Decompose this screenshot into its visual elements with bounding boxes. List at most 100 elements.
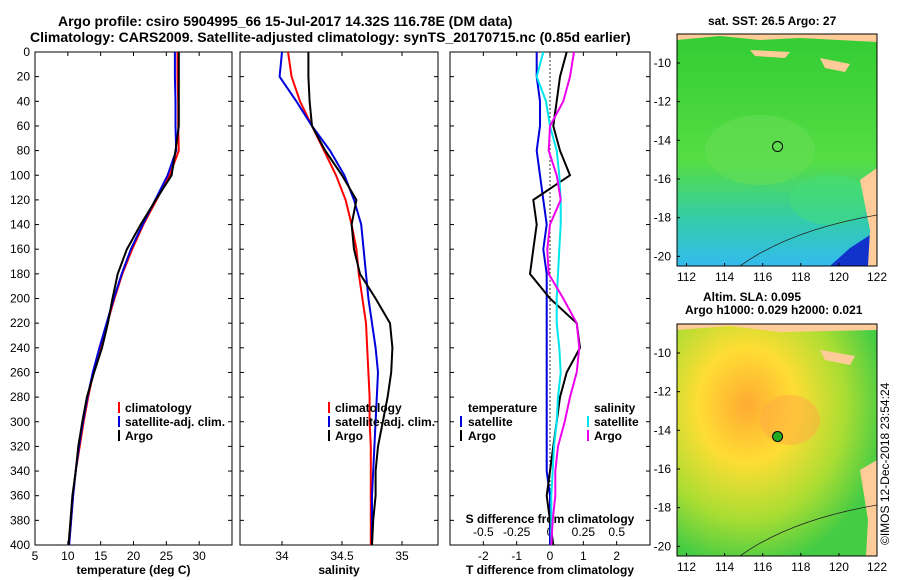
salinity-legend-swatch	[587, 416, 589, 427]
sla-map-subtitle: Argo h1000: 0.029 h2000: 0.021	[685, 303, 863, 317]
salinity-series-argo	[307, 52, 394, 546]
salinity-legend-label: climatology	[335, 401, 402, 415]
temperature-series-climatology	[68, 52, 180, 546]
difference-xlabel: T difference from climatology	[466, 563, 634, 577]
temperature-legend-label: Argo	[125, 429, 153, 443]
difference-xtick-label: -2	[478, 549, 489, 563]
sst-map-ytick-label: -14	[654, 133, 672, 147]
sst-map-xtick-label: 112	[677, 270, 696, 284]
sla-map-argo-marker	[772, 431, 784, 443]
difference-series-s-argo	[546, 51, 581, 546]
sla-map-title: Altim. SLA: 0.095	[703, 290, 802, 304]
sst-map-xtick-label: 118	[791, 270, 810, 284]
sst-map-ytick-label: -18	[654, 211, 672, 225]
credit-timestamp: ©IMOS 12-Dec-2018 23:54:24	[878, 382, 892, 545]
salinity-series-climatology	[287, 51, 372, 545]
depth-tick-label: 0	[23, 45, 30, 59]
depth-tick-label: 340	[10, 464, 30, 478]
salinity-legend-label: Argo	[335, 429, 363, 443]
depth-tick-label: 100	[10, 168, 30, 182]
chart-title-line2: Climatology: CARS2009. Satellite-adjuste…	[30, 29, 631, 45]
depth-tick-label: 380	[10, 513, 30, 527]
depth-tick-label: 60	[17, 119, 31, 133]
difference-xtick-label: 0	[547, 549, 554, 563]
sst-map-argo-marker	[772, 141, 784, 153]
salinity-legend-swatch	[328, 402, 330, 413]
sst-map-xtick-label: 122	[867, 270, 887, 284]
difference-series-s-satellite	[535, 51, 562, 545]
salinity-xtick-label: 34.5	[330, 549, 354, 563]
difference-xtick-label: 2	[613, 549, 620, 563]
depth-tick-label: 320	[10, 439, 30, 453]
salinity-legend-label: satellite-adj. clim.	[335, 415, 435, 429]
sla-map-xtick-label: 120	[829, 560, 849, 574]
salinity-plot-frame	[239, 51, 439, 546]
temperature-plot-frame	[34, 51, 233, 546]
sla-map-ytick-label: -10	[654, 346, 672, 360]
difference-series-t-satellite	[535, 52, 551, 545]
salinity-series-satellite-adj-clim-	[278, 51, 380, 545]
sla-map-xtick-label: 122	[867, 560, 887, 574]
salinity-legend-label: Argo	[594, 429, 622, 443]
temperature-legend-label: Argo	[468, 429, 496, 443]
temperature-legend-title: temperature	[468, 401, 538, 415]
depth-tick-label: 240	[10, 341, 30, 355]
temperature-xtick-label: 15	[94, 549, 108, 563]
depth-tick-label: 20	[17, 70, 31, 84]
s-difference-tick-label: 0.5	[608, 525, 625, 539]
difference-series-t-argo	[528, 51, 582, 546]
temperature-legend-label: satellite	[468, 415, 513, 429]
temperature-xtick-label: 30	[192, 549, 206, 563]
temperature-legend-swatch	[118, 416, 120, 427]
salinity-xtick-label: 35	[395, 549, 409, 563]
depth-tick-label: 80	[17, 144, 31, 158]
temperature-series-satellite-adj-clim-	[68, 52, 178, 546]
salinity-legend-swatch	[587, 430, 589, 441]
depth-tick-label: 300	[10, 415, 30, 429]
sla-map-xtick-label: 114	[715, 560, 734, 574]
sst-map-ytick-label: -12	[654, 95, 672, 109]
depth-tick-label: 180	[10, 267, 30, 281]
temperature-legend-swatch	[118, 430, 120, 441]
temperature-legend-swatch	[118, 402, 120, 413]
difference-xtick-label: 1	[580, 549, 587, 563]
chart-title-line1: Argo profile: csiro 5904995_66 15-Jul-20…	[58, 13, 513, 29]
salinity-legend-title: salinity	[594, 401, 636, 415]
depth-tick-label: 40	[17, 94, 31, 108]
sst-map-ytick-label: -10	[654, 56, 672, 70]
salinity-xtick-label: 34	[275, 549, 289, 563]
sst-map-xtick-label: 120	[829, 270, 849, 284]
sla-map-xtick-label: 116	[753, 560, 772, 574]
salinity-legend-swatch	[328, 416, 330, 427]
difference-xtick-label: -1	[511, 549, 522, 563]
salinity-xlabel: salinity	[318, 563, 360, 577]
depth-tick-label: 360	[10, 489, 30, 503]
temperature-xtick-label: 20	[127, 549, 141, 563]
temperature-legend-swatch	[460, 430, 462, 441]
depth-tick-label: 400	[10, 538, 30, 552]
s-difference-tick-label: -0.5	[473, 525, 494, 539]
s-difference-tick-label: -0.25	[503, 525, 531, 539]
sst-map-xtick-label: 114	[715, 270, 734, 284]
sla-map-ytick-label: -12	[654, 385, 672, 399]
sst-map-field	[677, 34, 877, 266]
sla-map-ytick-label: -16	[654, 462, 672, 476]
sla-map-ytick-label: -20	[654, 539, 672, 553]
temperature-series-argo	[67, 52, 180, 546]
depth-tick-label: 280	[10, 390, 30, 404]
salinity-legend-swatch	[328, 430, 330, 441]
sla-map-ytick-label: -14	[654, 423, 672, 437]
sst-map-ytick-label: -16	[654, 172, 672, 186]
sst-map-xtick-label: 116	[753, 270, 772, 284]
temperature-xtick-label: 10	[61, 549, 75, 563]
temperature-xtick-label: 5	[32, 549, 39, 563]
depth-tick-label: 120	[10, 193, 30, 207]
s-difference-tick-label: 0.25	[572, 525, 596, 539]
sla-map-ytick-label: -18	[654, 501, 672, 515]
sst-map-ytick-label: -20	[654, 249, 672, 263]
sst-map-title: sat. SST: 26.5 Argo: 27	[708, 14, 837, 28]
depth-tick-label: 220	[10, 316, 30, 330]
temperature-xlabel: temperature (deg C)	[76, 563, 190, 577]
temperature-xtick-label: 25	[160, 549, 174, 563]
